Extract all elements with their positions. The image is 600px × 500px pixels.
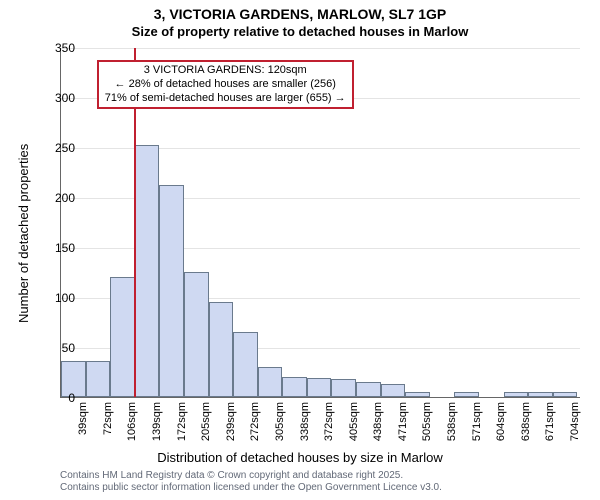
y-tick-label: 350 (25, 41, 75, 55)
histogram-bar (209, 302, 234, 397)
callout-box: 3 VICTORIA GARDENS: 120sqm← 28% of detac… (97, 60, 354, 109)
histogram-bar (86, 361, 111, 397)
histogram-bar (159, 185, 184, 397)
x-tick-label: 604sqm (495, 402, 507, 462)
credits: Contains HM Land Registry data © Crown c… (60, 470, 442, 494)
histogram-bar (282, 377, 307, 397)
y-tick-label: 150 (25, 241, 75, 255)
x-tick-label: 39sqm (77, 402, 89, 462)
y-tick-label: 50 (25, 341, 75, 355)
x-tick-label: 272sqm (249, 402, 261, 462)
x-tick-label: 106sqm (126, 402, 138, 462)
x-tick-label: 704sqm (569, 402, 581, 462)
histogram-bar (110, 277, 135, 397)
x-tick-label: 438sqm (372, 402, 384, 462)
grid-line (61, 48, 580, 49)
histogram-bar (405, 392, 430, 397)
histogram-bar (553, 392, 578, 397)
callout-line-3: 71% of semi-detached houses are larger (… (105, 92, 346, 106)
histogram-bar (258, 367, 283, 397)
y-tick-label: 200 (25, 191, 75, 205)
histogram-bar (307, 378, 332, 397)
histogram-bar (233, 332, 258, 397)
x-tick-label: 72sqm (102, 402, 114, 462)
credits-line-1: Contains HM Land Registry data © Crown c… (60, 470, 442, 482)
histogram-bar (454, 392, 479, 397)
credits-line-2: Contains public sector information licen… (60, 482, 442, 494)
histogram-bar (356, 382, 381, 397)
callout-line-2: ← 28% of detached houses are smaller (25… (105, 78, 346, 92)
x-tick-label: 338sqm (299, 402, 311, 462)
histogram-bar (381, 384, 406, 397)
x-tick-label: 205sqm (200, 402, 212, 462)
histogram-bar (184, 272, 209, 397)
y-tick-label: 100 (25, 291, 75, 305)
x-tick-label: 538sqm (446, 402, 458, 462)
x-tick-label: 305sqm (274, 402, 286, 462)
x-tick-label: 471sqm (397, 402, 409, 462)
x-tick-label: 671sqm (544, 402, 556, 462)
chart-subtitle: Size of property relative to detached ho… (0, 24, 600, 39)
x-tick-label: 638sqm (520, 402, 532, 462)
y-tick-label: 250 (25, 141, 75, 155)
x-tick-label: 405sqm (348, 402, 360, 462)
histogram-bar (528, 392, 553, 397)
histogram-bar (331, 379, 356, 397)
chart-title: 3, VICTORIA GARDENS, MARLOW, SL7 1GP (0, 6, 600, 22)
y-tick-label: 300 (25, 91, 75, 105)
x-tick-label: 239sqm (225, 402, 237, 462)
x-tick-label: 571sqm (471, 402, 483, 462)
histogram-bar (504, 392, 529, 397)
x-tick-label: 139sqm (151, 402, 163, 462)
x-tick-label: 505sqm (421, 402, 433, 462)
x-tick-label: 372sqm (323, 402, 335, 462)
plot-area: 3 VICTORIA GARDENS: 120sqm← 28% of detac… (60, 48, 580, 398)
x-tick-label: 172sqm (176, 402, 188, 462)
histogram-bar (135, 145, 160, 397)
callout-line-1: 3 VICTORIA GARDENS: 120sqm (105, 64, 346, 78)
y-tick-label: 0 (25, 391, 75, 405)
